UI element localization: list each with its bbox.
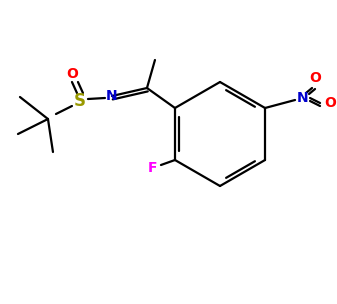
Text: S: S <box>74 92 86 110</box>
Text: N: N <box>297 91 309 105</box>
Text: O: O <box>309 71 321 85</box>
Text: O: O <box>66 67 78 81</box>
Text: N: N <box>106 89 118 103</box>
Text: F: F <box>148 161 158 175</box>
Text: O: O <box>324 96 336 110</box>
